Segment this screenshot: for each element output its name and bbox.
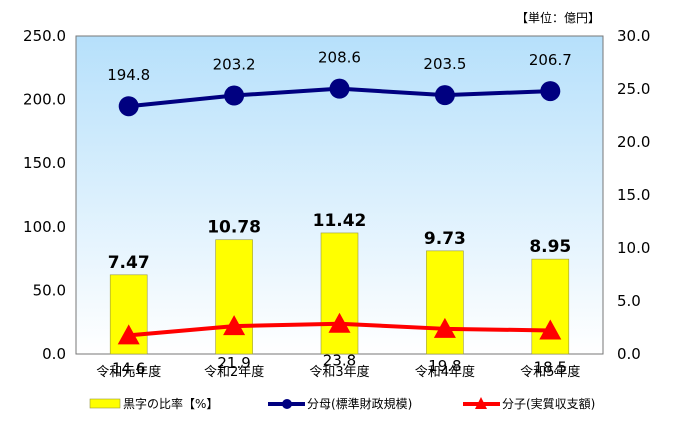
point-marker	[540, 81, 561, 102]
data-labels: 7.47 10.78 11.42 9.73 8.95 194.8 203.2 208.6 203…	[107, 49, 572, 378]
bar	[215, 239, 253, 355]
category-axis: 令和元年度 令和2年度 令和3年度 令和4年度 令和5年度	[96, 364, 580, 380]
point-marker	[434, 85, 455, 106]
right-tick-label: 0.0	[617, 345, 641, 363]
point-marker	[329, 78, 350, 99]
right-tick-label: 30.0	[617, 27, 650, 45]
bar-data-label: 10.78	[207, 218, 261, 238]
legend: 黒字の比率【%】 分母(標準財政規模) 分子(実質収支額)	[89, 396, 595, 411]
right-tick-label: 5.0	[617, 292, 641, 310]
bar-data-label: 11.42	[313, 211, 367, 231]
bar-data-label: 8.95	[529, 237, 571, 257]
right-tick-label: 15.0	[617, 186, 650, 204]
right-axis: 0.0 5.0 10.0 15.0 20.0 25.0 30.0	[617, 27, 650, 363]
bar	[426, 250, 464, 355]
numerator-data-label: 23.8	[323, 352, 356, 370]
category-label: 令和元年度	[96, 364, 161, 380]
left-tick-label: 250.0	[23, 27, 66, 45]
point-marker	[223, 315, 246, 336]
bar-data-label: 7.47	[108, 253, 150, 273]
denominator-data-label: 203.5	[423, 55, 466, 73]
category-label: 令和3年度	[309, 364, 369, 380]
numerator-data-label: 18.5	[534, 358, 567, 376]
right-tick-label: 20.0	[617, 133, 650, 151]
left-tick-label: 200.0	[23, 91, 66, 109]
denominator-data-label: 194.8	[107, 66, 150, 84]
legend-bar-swatch	[89, 398, 121, 409]
point-marker	[117, 324, 140, 345]
legend-marker	[282, 399, 292, 409]
legend-marker	[475, 397, 487, 409]
bar	[320, 232, 359, 355]
bar-series	[109, 232, 570, 355]
category-label: 令和4年度	[415, 364, 475, 380]
numerator-data-label: 19.8	[428, 357, 461, 375]
left-tick-label: 150.0	[23, 154, 66, 172]
denominator-data-label: 206.7	[529, 51, 572, 69]
right-tick-label: 25.0	[617, 80, 650, 98]
legend-label-numerator: 分子(実質収支額)	[502, 396, 595, 411]
category-label: 令和2年度	[204, 364, 264, 380]
line-series	[117, 78, 562, 345]
legend-label-denominator: 分母(標準財政規模)	[307, 396, 412, 411]
left-tick-label: 0.0	[42, 345, 66, 363]
point-marker	[328, 312, 351, 333]
numerator-data-label: 14.6	[112, 359, 145, 377]
numerator-data-label: 21.9	[217, 354, 250, 372]
point-marker	[118, 96, 139, 117]
right-tick-label: 10.0	[617, 239, 650, 257]
category-label: 令和5年度	[520, 364, 580, 380]
point-marker	[433, 317, 456, 338]
denominator-data-label: 208.6	[318, 49, 361, 67]
unit-note: 【単位：億円】	[516, 10, 600, 25]
left-axis: 0.0 50.0 100.0 150.0 200.0 250.0	[23, 27, 66, 363]
bar	[531, 258, 570, 355]
left-tick-label: 100.0	[23, 218, 66, 236]
left-tick-label: 50.0	[33, 281, 66, 299]
point-marker	[539, 319, 562, 340]
bar-data-label: 9.73	[424, 229, 466, 249]
legend-label-bar: 黒字の比率【%】	[123, 396, 218, 411]
point-marker	[224, 85, 245, 106]
denominator-data-label: 203.2	[213, 56, 256, 74]
